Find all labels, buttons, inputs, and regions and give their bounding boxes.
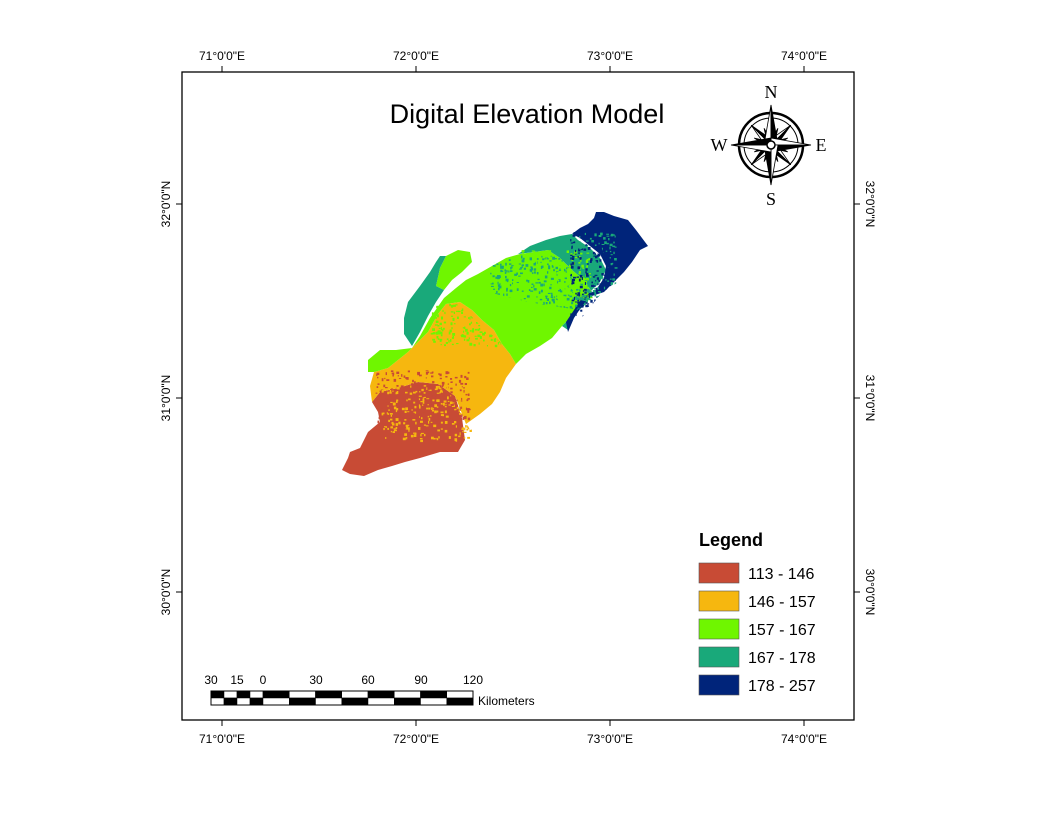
lon-label-top: 73°0'0"E bbox=[587, 49, 633, 63]
legend-label: 146 - 157 bbox=[748, 594, 816, 611]
elevation-zone-178-257 bbox=[566, 212, 648, 332]
lon-label-bottom: 74°0'0"E bbox=[781, 732, 827, 746]
legend-swatch bbox=[698, 562, 740, 584]
legend-item: 146 - 157 bbox=[698, 590, 816, 612]
scale-label: 0 bbox=[260, 673, 267, 687]
legend-swatch bbox=[698, 590, 740, 612]
legend-label: 113 - 146 bbox=[748, 566, 815, 583]
legend: Legend 113 - 146 146 - 157 157 - 167 167… bbox=[698, 530, 816, 696]
legend-item: 167 - 178 bbox=[698, 646, 816, 668]
lat-label-right: 30°0'0"N bbox=[863, 569, 877, 616]
scale-label: 15 bbox=[230, 673, 244, 687]
lon-label-bottom: 71°0'0"E bbox=[199, 732, 245, 746]
scale-label: 90 bbox=[414, 673, 428, 687]
legend-swatch bbox=[698, 674, 740, 696]
legend-label: 167 - 178 bbox=[748, 650, 816, 667]
compass-rose: N S E W bbox=[711, 82, 827, 209]
legend-label: 178 - 257 bbox=[748, 678, 816, 695]
compass-south-label: S bbox=[766, 189, 776, 209]
lat-label-left: 31°0'0"N bbox=[159, 375, 173, 422]
legend-swatch bbox=[698, 646, 740, 668]
legend-title: Legend bbox=[699, 530, 763, 550]
lon-label-bottom: 73°0'0"E bbox=[587, 732, 633, 746]
elevation-zone-146-157 bbox=[370, 302, 516, 424]
compass-east-label: E bbox=[816, 135, 827, 155]
legend-label: 157 - 167 bbox=[748, 622, 816, 639]
map-frame bbox=[181, 71, 855, 721]
map-title: Digital Elevation Model bbox=[390, 99, 665, 129]
legend-item: 178 - 257 bbox=[698, 674, 816, 696]
lat-label-left: 30°0'0"N bbox=[159, 569, 173, 616]
legend-item: 113 - 146 bbox=[698, 562, 815, 584]
scale-label: 120 bbox=[463, 673, 483, 687]
scale-label: 30 bbox=[309, 673, 323, 687]
lon-label-top: 72°0'0"E bbox=[393, 49, 439, 63]
elevation-zone-157-167 bbox=[368, 250, 592, 372]
compass-north-label: N bbox=[765, 82, 778, 102]
scale-unit: Kilometers bbox=[478, 694, 535, 708]
compass-west-label: W bbox=[711, 135, 728, 155]
lat-label-right: 31°0'0"N bbox=[863, 375, 877, 422]
lat-label-left: 32°0'0"N bbox=[159, 181, 173, 228]
elevation-raster bbox=[342, 212, 648, 476]
lon-label-bottom: 72°0'0"E bbox=[393, 732, 439, 746]
scale-label: 30 bbox=[204, 673, 218, 687]
lat-label-right: 32°0'0"N bbox=[863, 181, 877, 228]
scale-segments bbox=[210, 690, 474, 706]
legend-swatch bbox=[698, 618, 740, 640]
lon-label-top: 71°0'0"E bbox=[199, 49, 245, 63]
scale-bar: 30 15 0 30 60 90 120 Kilometers bbox=[204, 673, 534, 708]
lon-label-top: 74°0'0"E bbox=[781, 49, 827, 63]
graticule-ticks bbox=[176, 66, 860, 726]
legend-item: 157 - 167 bbox=[698, 618, 816, 640]
scale-label: 60 bbox=[361, 673, 375, 687]
